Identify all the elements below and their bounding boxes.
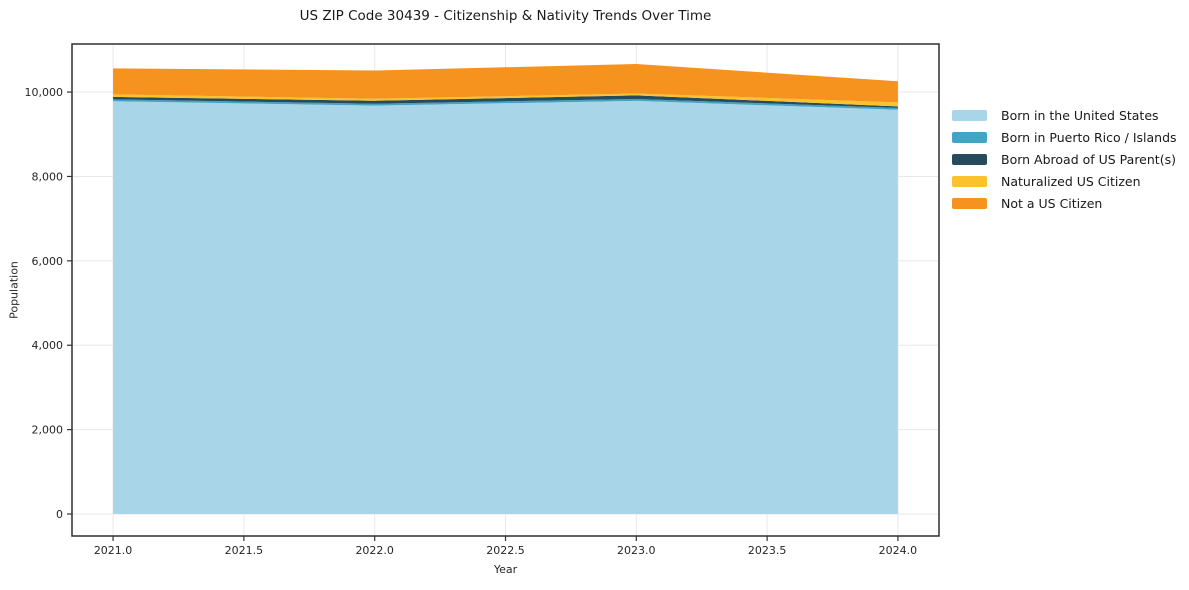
legend-item: Born in Puerto Rico / Islands — [952, 126, 1177, 148]
legend-swatch — [952, 153, 987, 165]
legend-item: Not a US Citizen — [952, 193, 1177, 215]
legend-label: Born in Puerto Rico / Islands — [1001, 129, 1177, 145]
area-series-4 — [113, 64, 898, 103]
area-series-1 — [113, 99, 898, 110]
y-tick-label: 10,000 — [25, 86, 64, 99]
x-tick-label: 2023.5 — [748, 544, 787, 557]
legend-swatch — [952, 176, 987, 188]
x-tick-label: 2023.0 — [617, 544, 656, 557]
y-tick-label: 4,000 — [32, 339, 64, 352]
legend-item: Born in the United States — [952, 104, 1177, 126]
legend-swatch — [952, 131, 987, 143]
legend-label: Naturalized US Citizen — [1001, 174, 1141, 190]
x-tick-label: 2022.0 — [355, 544, 394, 557]
area-series-0 — [113, 100, 898, 515]
legend-swatch — [952, 198, 987, 210]
area-series-3 — [113, 93, 898, 107]
x-tick-label: 2021.0 — [94, 544, 133, 557]
x-tick-label: 2024.0 — [879, 544, 918, 557]
legend-item: Naturalized US Citizen — [952, 171, 1177, 193]
chart-title: US ZIP Code 30439 - Citizenship & Nativi… — [299, 8, 712, 24]
y-tick-label: 8,000 — [32, 170, 64, 183]
legend-label: Not a US Citizen — [1001, 196, 1103, 212]
y-axis-label: Population — [7, 261, 21, 319]
area-series-2 — [113, 95, 898, 108]
legend: Born in the United States Born in Puerto … — [952, 104, 1177, 215]
y-tick-label: 0 — [56, 508, 63, 521]
legend-item: Born Abroad of US Parent(s) — [952, 148, 1177, 170]
x-tick-label: 2021.5 — [225, 544, 264, 557]
y-tick-label: 6,000 — [32, 255, 64, 268]
x-tick-label: 2022.5 — [486, 544, 525, 557]
legend-label: Born Abroad of US Parent(s) — [1001, 151, 1176, 167]
legend-swatch — [952, 109, 987, 121]
y-tick-label: 2,000 — [32, 424, 64, 437]
x-axis-label: Year — [493, 563, 518, 576]
legend-label: Born in the United States — [1001, 107, 1159, 123]
